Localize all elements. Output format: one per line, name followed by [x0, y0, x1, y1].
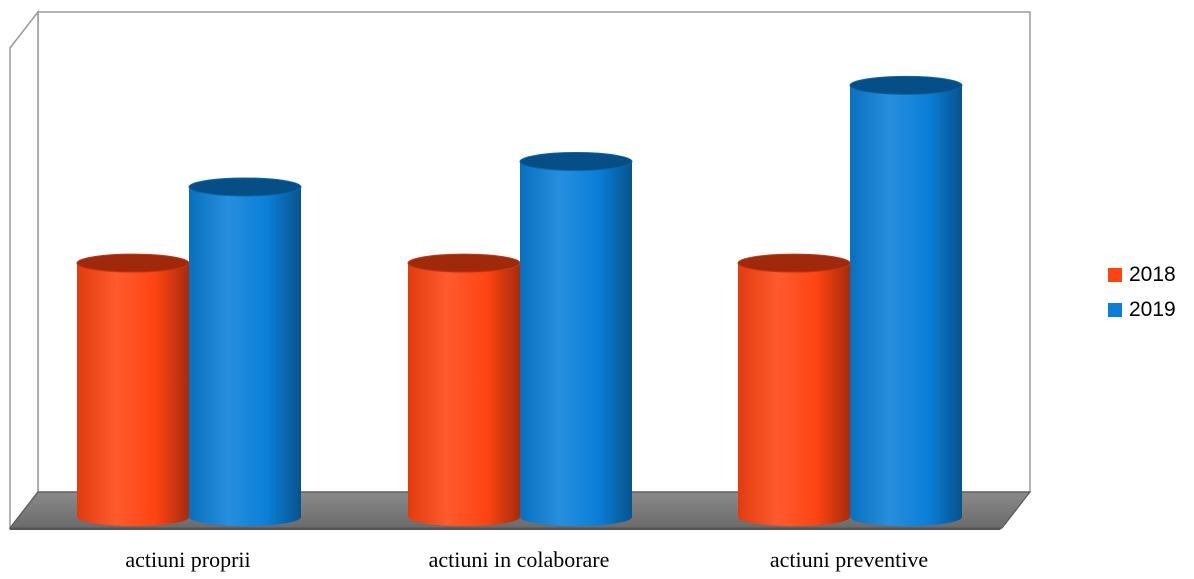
legend-swatch [1108, 268, 1122, 282]
bar-body [408, 263, 520, 526]
bar-2018-2 [737, 253, 851, 526]
category-labels: actiuni proprii actiuni in colaborare acti… [125, 547, 928, 572]
bar-body [189, 186, 301, 526]
legend-label: 2019 [1129, 298, 1176, 321]
bar-2019-1 [519, 152, 633, 527]
bar-body [77, 263, 189, 526]
bar-2018-1 [407, 253, 521, 526]
bar-top [737, 253, 851, 273]
side-wall [9, 9, 39, 531]
bar-body [850, 85, 962, 526]
legend-label: 2018 [1129, 263, 1176, 286]
floor-edge [10, 528, 1002, 530]
legend: 2018 2019 [1108, 263, 1176, 321]
bar-2019-2 [849, 75, 963, 526]
bar-2018-0 [76, 253, 190, 526]
bars [76, 75, 963, 527]
bar-top [849, 75, 963, 95]
bar-top [76, 253, 190, 273]
bar-body [520, 161, 632, 527]
bar-top [519, 152, 633, 172]
legend-swatch [1108, 303, 1122, 317]
bar-2019-0 [188, 177, 302, 526]
bar-top [188, 177, 302, 197]
bar-top [407, 253, 521, 273]
category-label: actiuni in colaborare [429, 547, 610, 572]
category-label: actiuni preventive [770, 547, 928, 572]
bar-body [738, 263, 850, 526]
category-label: actiuni proprii [125, 547, 250, 572]
